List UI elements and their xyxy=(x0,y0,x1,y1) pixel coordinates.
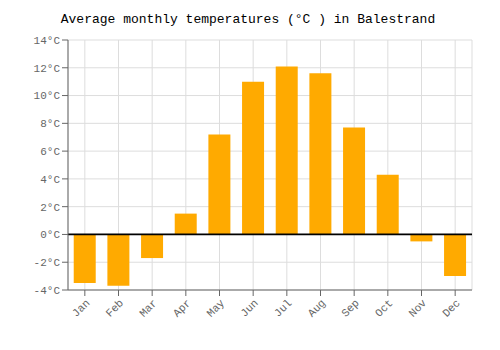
svg-text:2°C: 2°C xyxy=(40,202,60,214)
svg-text:8°C: 8°C xyxy=(40,118,60,130)
svg-text:Sep: Sep xyxy=(339,297,361,319)
svg-text:Nov: Nov xyxy=(407,297,430,320)
svg-text:6°C: 6°C xyxy=(40,146,60,158)
svg-text:-2°C: -2°C xyxy=(34,257,61,269)
svg-text:Jun: Jun xyxy=(238,297,260,319)
svg-text:Aug: Aug xyxy=(306,297,328,319)
svg-text:Jan: Jan xyxy=(70,297,92,319)
svg-text:Feb: Feb xyxy=(104,297,126,319)
svg-text:Oct: Oct xyxy=(373,297,395,319)
svg-text:May: May xyxy=(205,297,228,320)
svg-text:14°C: 14°C xyxy=(34,35,61,47)
svg-text:-4°C: -4°C xyxy=(34,285,61,297)
svg-text:12°C: 12°C xyxy=(34,63,61,75)
svg-text:Apr: Apr xyxy=(171,297,193,319)
svg-text:10°C: 10°C xyxy=(34,90,61,102)
svg-text:Mar: Mar xyxy=(137,297,159,319)
svg-text:Dec: Dec xyxy=(440,297,462,319)
svg-text:4°C: 4°C xyxy=(40,174,60,186)
svg-text:Jul: Jul xyxy=(272,297,294,319)
html-text:Average monthly temperatures (: Average monthly temperatures (°C ) in Ba… xyxy=(60,12,436,27)
svg-text:0°C: 0°C xyxy=(40,229,60,241)
